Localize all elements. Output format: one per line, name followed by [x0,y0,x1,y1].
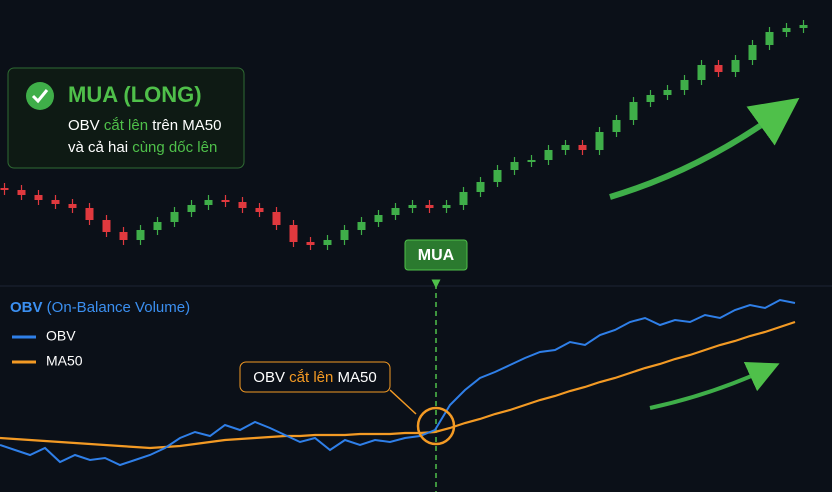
text-segment: cùng dốc lên [132,139,217,156]
candle-body [272,212,281,225]
candle-body [527,160,536,162]
signal-title: MUA (LONG) [68,82,202,107]
candle-body [510,162,519,170]
candle-body [170,212,179,222]
candle-body [255,208,264,212]
text-segment: OBV [10,299,43,316]
candle-body [765,32,774,45]
candle-body [646,95,655,102]
trend-arrow [609,97,800,200]
candle-body [119,232,128,240]
candle-body [595,132,604,150]
candle-body [340,230,349,240]
candle-body [136,230,145,240]
candle-body [391,208,400,215]
candle-body [51,200,60,204]
candle-body [408,205,417,208]
candle-body [493,170,502,182]
candle-body [85,208,94,220]
candle-body [0,188,9,190]
candle-body [153,222,162,230]
candle-body [102,220,111,232]
candle-body [68,204,77,208]
candle-body [442,205,451,208]
check-icon [26,82,54,110]
candle-body [459,192,468,205]
candle-body [748,45,757,60]
buy-label: MUA [418,247,455,264]
legend-label: OBV [46,328,76,344]
candle-body [731,60,740,72]
legend-label: MA50 [46,353,83,369]
callout-pointer [389,389,417,415]
candle-body [306,242,315,245]
text-segment: cắt lên [289,369,333,386]
candle-body [357,222,366,230]
series-line [0,298,796,467]
signal-text: OBV cắt lên trên MA50 [68,117,221,134]
candle-body [34,195,43,200]
series-line [0,320,796,450]
candle-body [289,225,298,242]
candle-body [629,102,638,120]
panel-title: OBV (On-Balance Volume) [10,299,190,316]
candle-body [544,150,553,160]
text-segment: OBV [253,369,289,386]
candle-body [561,145,570,150]
text-segment: OBV [68,117,104,134]
candle-body [323,240,332,245]
candle-body [663,90,672,95]
callout-text: OBV cắt lên MA50 [253,369,376,386]
signal-box [7,67,245,169]
check-mark [31,89,49,104]
candle-body [697,65,706,80]
signal-text: và cả hai cùng dốc lên [68,139,217,156]
candle-body [476,182,485,192]
candle-body [17,190,26,195]
candle-body [425,205,434,208]
candle-body [714,65,723,72]
text-segment: (On-Balance Volume) [43,299,191,316]
cross-circle [416,406,456,446]
text-segment: MA50 [333,369,376,386]
callout-box [239,361,391,393]
candle-body [612,120,621,132]
trend-arrow [649,362,780,410]
text-segment: cắt lên [104,117,148,134]
text-segment: trên MA50 [148,117,221,134]
candle-body [221,200,230,202]
candle-body [782,28,791,32]
candle-body [187,205,196,212]
text-segment: và cả hai [68,139,132,156]
buy-marker [404,239,468,271]
candle-body [799,25,808,28]
candle-body [578,145,587,150]
candle-body [374,215,383,222]
candle-body [204,200,213,205]
candle-body [238,202,247,208]
candle-body [680,80,689,90]
